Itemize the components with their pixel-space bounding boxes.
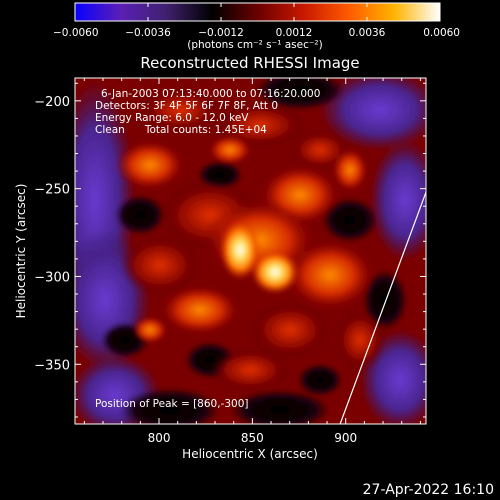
colorbar-unit-label: (photons cm⁻² s⁻¹ asec⁻²) (187, 39, 322, 51)
y-tick-label: −250 (34, 183, 70, 198)
annotation-energy-range: Energy Range: 6.0 - 12.0 keV (95, 112, 249, 124)
colorbar-tick-label: −0.0012 (198, 27, 244, 39)
footer-timestamp: 27-Apr-2022 16:10 (363, 482, 494, 498)
x-axis: 800 850 900 (83, 78, 421, 445)
chart-title: Reconstructed RHESSI Image (140, 54, 359, 72)
x-tick-label: 850 (241, 431, 264, 445)
annotation-detectors: Detectors: 3F 4F 5F 6F 7F 8F, Att 0 (95, 100, 278, 112)
peak-position-label: Position of Peak = [860,-300] (95, 398, 249, 410)
y-axis-label: Heliocentric Y (arcsec) (14, 184, 28, 319)
solar-limb-line (339, 191, 426, 424)
y-tick-label: −200 (34, 95, 70, 110)
annotation-clean-counts: Clean Total counts: 1.45E+04 (95, 124, 267, 136)
x-axis-label: Heliocentric X (arcsec) (182, 447, 318, 461)
colorbar-tick-label: −0.0060 (53, 27, 99, 39)
y-tick-label: −350 (34, 358, 70, 373)
annotation-time-range: 6-Jan-2003 07:13:40.000 to 07:16:20.000 (101, 88, 320, 100)
y-axis: −200 −250 −300 −350 (34, 82, 426, 418)
annotation-block: 6-Jan-2003 07:13:40.000 to 07:16:20.000 … (95, 88, 320, 136)
colorbar-tick-label: 0.0036 (349, 27, 386, 39)
x-tick-label: 800 (148, 431, 171, 445)
x-tick-label: 900 (334, 431, 357, 445)
colorbar-tick-label: 0.0012 (276, 27, 313, 39)
colorbar-gradient (74, 2, 441, 22)
heatmap-image (75, 78, 426, 424)
colorbar: −0.0060 −0.0036 −0.0012 0.0012 0.0036 0.0060 … (53, 2, 460, 51)
plot-frame (74, 77, 427, 425)
colorbar-ticks: −0.0060 −0.0036 −0.0012 0.0012 0.0036 0.0060 (53, 3, 460, 39)
colorbar-tick-label: −0.0036 (125, 27, 171, 39)
y-tick-label: −300 (34, 270, 70, 285)
colorbar-tick-label: 0.0060 (423, 27, 460, 39)
